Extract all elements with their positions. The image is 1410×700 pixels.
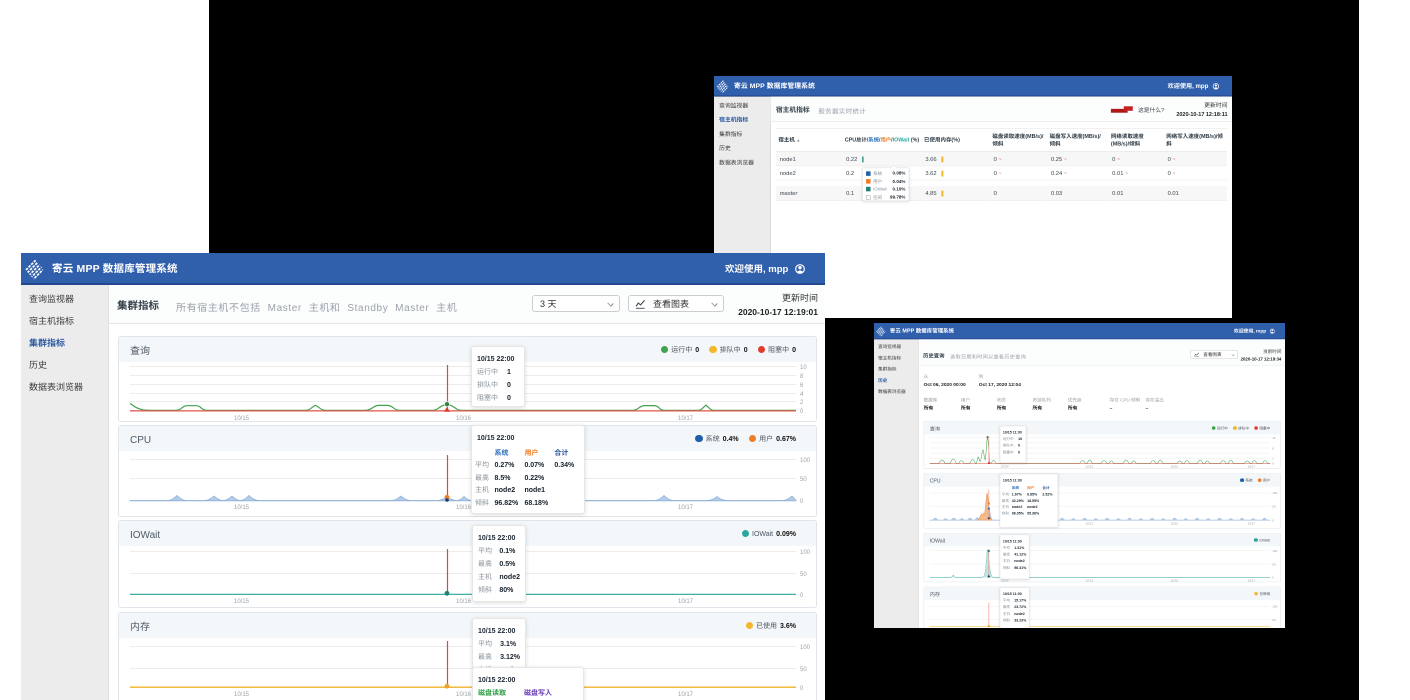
svg-text:0: 0 (800, 409, 804, 415)
svg-text:50: 50 (800, 572, 807, 578)
svg-text:0: 0 (800, 593, 804, 599)
svg-text:0: 0 (1272, 576, 1274, 580)
svg-text:10/15: 10/15 (1170, 465, 1178, 469)
svg-text:10/12: 10/12 (1086, 579, 1094, 583)
svg-text:10/15: 10/15 (234, 416, 250, 422)
svg-text:50: 50 (1272, 562, 1276, 566)
svg-text:2: 2 (1272, 456, 1274, 460)
svg-text:10/17: 10/17 (1248, 579, 1256, 583)
svg-text:50: 50 (800, 477, 807, 483)
svg-text:100: 100 (800, 458, 811, 464)
svg-text:10/16: 10/16 (456, 505, 472, 511)
svg-text:10/16: 10/16 (456, 416, 472, 422)
svg-text:10/12: 10/12 (1086, 521, 1094, 525)
svg-text:10/09: 10/09 (1001, 579, 1009, 583)
svg-text:50: 50 (800, 667, 807, 673)
svg-text:0: 0 (1272, 462, 1274, 466)
svg-text:10/15: 10/15 (234, 505, 250, 511)
svg-text:10/16: 10/16 (456, 692, 472, 698)
svg-text:10: 10 (800, 365, 807, 371)
svg-text:10/17: 10/17 (678, 692, 694, 698)
svg-text:6: 6 (800, 383, 804, 389)
svg-text:100: 100 (1272, 491, 1277, 495)
svg-text:10/09: 10/09 (1001, 465, 1009, 469)
svg-text:10/12: 10/12 (1086, 465, 1094, 469)
svg-text:50: 50 (1272, 618, 1276, 622)
svg-text:10/17: 10/17 (678, 599, 694, 605)
svg-text:10/17: 10/17 (678, 505, 694, 511)
svg-text:10/15: 10/15 (234, 692, 250, 698)
svg-text:10/15: 10/15 (1170, 579, 1178, 583)
svg-text:10/15: 10/15 (234, 599, 250, 605)
svg-text:50: 50 (1272, 505, 1276, 509)
svg-text:10/16: 10/16 (456, 599, 472, 605)
svg-text:0: 0 (800, 499, 804, 505)
svg-text:0: 0 (1272, 518, 1274, 522)
svg-text:0: 0 (800, 686, 804, 692)
svg-text:4: 4 (800, 392, 804, 398)
svg-text:10: 10 (1272, 436, 1276, 440)
svg-text:8: 8 (800, 374, 804, 380)
svg-text:10/15: 10/15 (1170, 521, 1178, 525)
svg-text:6: 6 (1272, 446, 1274, 450)
svg-text:100: 100 (800, 645, 811, 651)
svg-text:10/17: 10/17 (1248, 465, 1256, 469)
svg-text:100: 100 (1272, 549, 1277, 553)
svg-text:10/17: 10/17 (1248, 521, 1256, 525)
svg-text:2: 2 (800, 400, 804, 406)
svg-text:10/17: 10/17 (678, 416, 694, 422)
svg-text:100: 100 (800, 550, 811, 556)
svg-text:100: 100 (1272, 605, 1277, 609)
